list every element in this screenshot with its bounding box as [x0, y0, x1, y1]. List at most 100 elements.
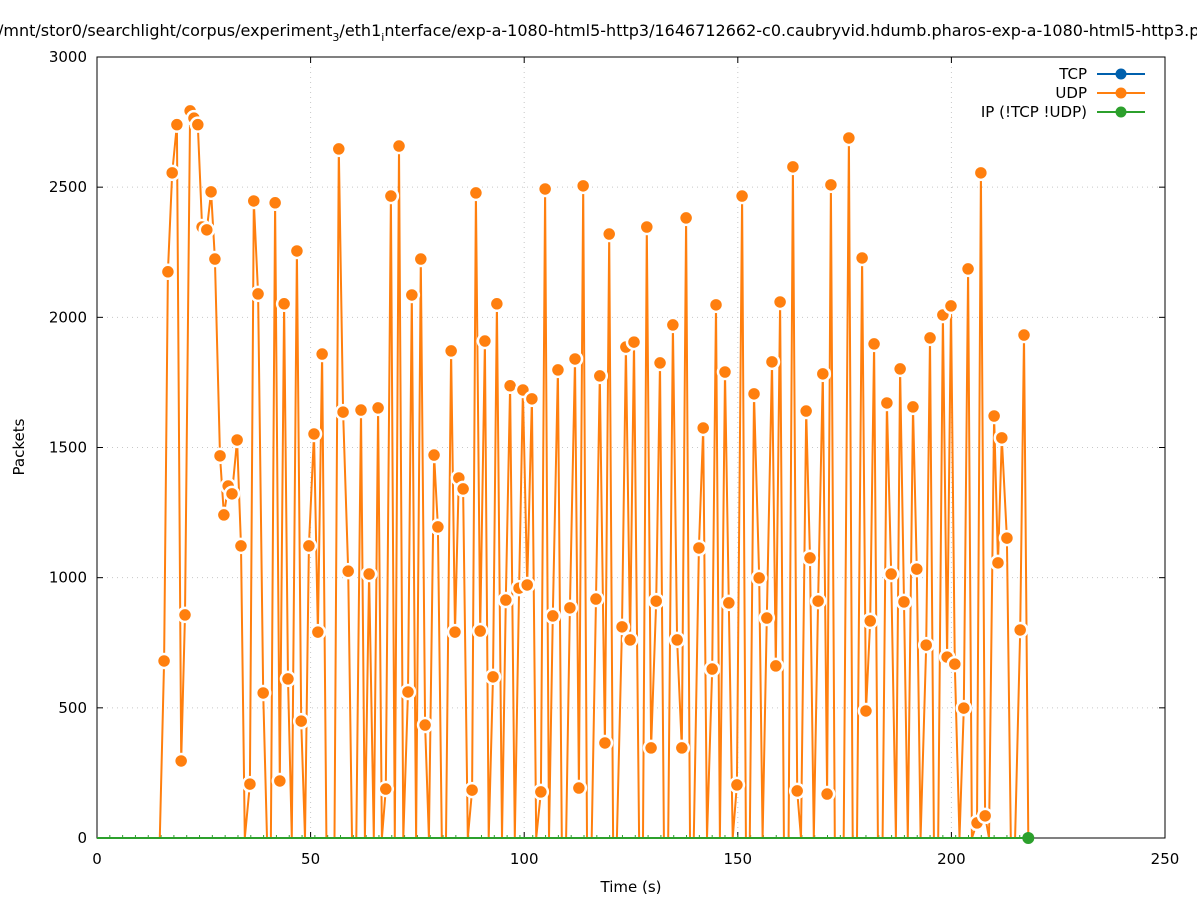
title-part: /eth1	[339, 21, 381, 40]
udp-data-point	[471, 622, 489, 640]
udp-data-point	[300, 537, 318, 555]
legend-label: IP (!TCP !UDP)	[981, 103, 1087, 121]
udp-data-point	[822, 176, 840, 194]
udp-data-point	[313, 345, 331, 363]
udp-data-point	[613, 618, 631, 636]
udp-data-point	[403, 286, 421, 304]
udp-data-point	[549, 361, 567, 379]
udp-data-point	[917, 636, 935, 654]
udp-data-point	[168, 116, 186, 133]
udp-data-point	[309, 623, 327, 641]
udp-data-point	[908, 560, 926, 578]
udp-data-point	[223, 485, 241, 503]
udp-data-point	[266, 194, 284, 212]
udp-data-point	[621, 631, 639, 649]
udp-data-point	[998, 529, 1016, 547]
series-layer	[97, 102, 1035, 844]
udp-data-point	[202, 183, 220, 201]
udp-data-point	[488, 295, 506, 313]
udp-data-point	[638, 218, 656, 236]
udp-data-point	[707, 296, 725, 314]
udp-data-point	[155, 652, 173, 670]
udp-data-point	[959, 260, 977, 278]
udp-data-point	[840, 129, 858, 147]
x-tick-label: 250	[1151, 850, 1180, 868]
udp-data-point	[159, 263, 177, 281]
udp-data-point	[865, 335, 883, 353]
udp-data-point	[215, 506, 233, 524]
udp-data-point	[853, 249, 871, 267]
udp-data-point	[1011, 621, 1029, 639]
udp-data-point	[172, 752, 190, 770]
udp-data-point	[245, 192, 263, 210]
udp-data-point	[425, 446, 443, 464]
udp-data-point	[454, 480, 472, 498]
y-tick-label: 1000	[49, 569, 87, 587]
udp-data-point	[228, 431, 246, 449]
udp-data-point	[904, 398, 922, 416]
udp-data-point	[544, 607, 562, 625]
legend-marker	[1115, 87, 1127, 99]
udp-data-point	[570, 779, 588, 797]
legend-marker	[1115, 106, 1127, 118]
udp-data-point	[733, 187, 751, 205]
udp-data-point	[275, 295, 293, 313]
udp-data-point	[801, 549, 819, 567]
x-tick-label: 50	[301, 850, 320, 868]
udp-data-point	[942, 297, 960, 315]
udp-data-point	[596, 734, 614, 752]
udp-data-point	[249, 285, 267, 303]
udp-data-point	[642, 739, 660, 757]
udp-data-point	[716, 363, 734, 381]
udp-data-point	[788, 782, 806, 800]
udp-data-point	[818, 785, 836, 803]
udp-data-point	[728, 776, 746, 794]
udp-data-point	[292, 712, 310, 730]
udp-data-point	[279, 670, 297, 688]
udp-data-point	[673, 739, 691, 757]
udp-data-point	[390, 137, 408, 155]
udp-data-point	[330, 140, 348, 158]
udp-data-point	[254, 684, 272, 702]
udp-data-point	[891, 360, 909, 378]
udp-data-point	[809, 592, 827, 610]
udp-data-point	[664, 316, 682, 334]
udp-data-point	[677, 209, 695, 227]
ip-data-point	[1022, 832, 1035, 844]
udp-data-point	[360, 565, 378, 583]
udp-data-point	[176, 606, 194, 624]
udp-data-point	[946, 655, 964, 673]
udp-data-point	[985, 407, 1003, 425]
udp-data-point	[377, 780, 395, 798]
udp-data-point	[518, 576, 536, 594]
y-tick-label: 2500	[49, 178, 87, 196]
udp-data-point	[536, 180, 554, 198]
udp-data-point	[784, 158, 802, 176]
legend-label: TCP	[1058, 65, 1087, 83]
udp-data-point	[600, 225, 618, 243]
udp-data-point	[668, 631, 686, 649]
udp-data-point	[463, 781, 481, 799]
series-line-udp	[158, 110, 1030, 839]
udp-data-point	[189, 116, 207, 133]
udp-data-point	[484, 668, 502, 686]
udp-data-point	[921, 329, 939, 347]
udp-data-point	[566, 350, 584, 368]
udp-data-point	[758, 609, 776, 627]
udp-data-point	[720, 594, 738, 612]
udp-data-point	[976, 807, 994, 825]
udp-data-point	[467, 184, 485, 202]
udp-data-point	[1015, 326, 1033, 344]
x-tick-label: 200	[937, 850, 966, 868]
udp-data-point	[206, 250, 224, 268]
y-tick-label: 3000	[49, 48, 87, 66]
udp-data-point	[651, 354, 669, 372]
udp-data-point	[382, 187, 400, 205]
title-subscript: i	[381, 31, 384, 44]
udp-data-point	[163, 164, 181, 182]
udp-data-point	[797, 402, 815, 420]
udp-data-point	[989, 554, 1007, 572]
x-tick-label: 100	[510, 850, 539, 868]
